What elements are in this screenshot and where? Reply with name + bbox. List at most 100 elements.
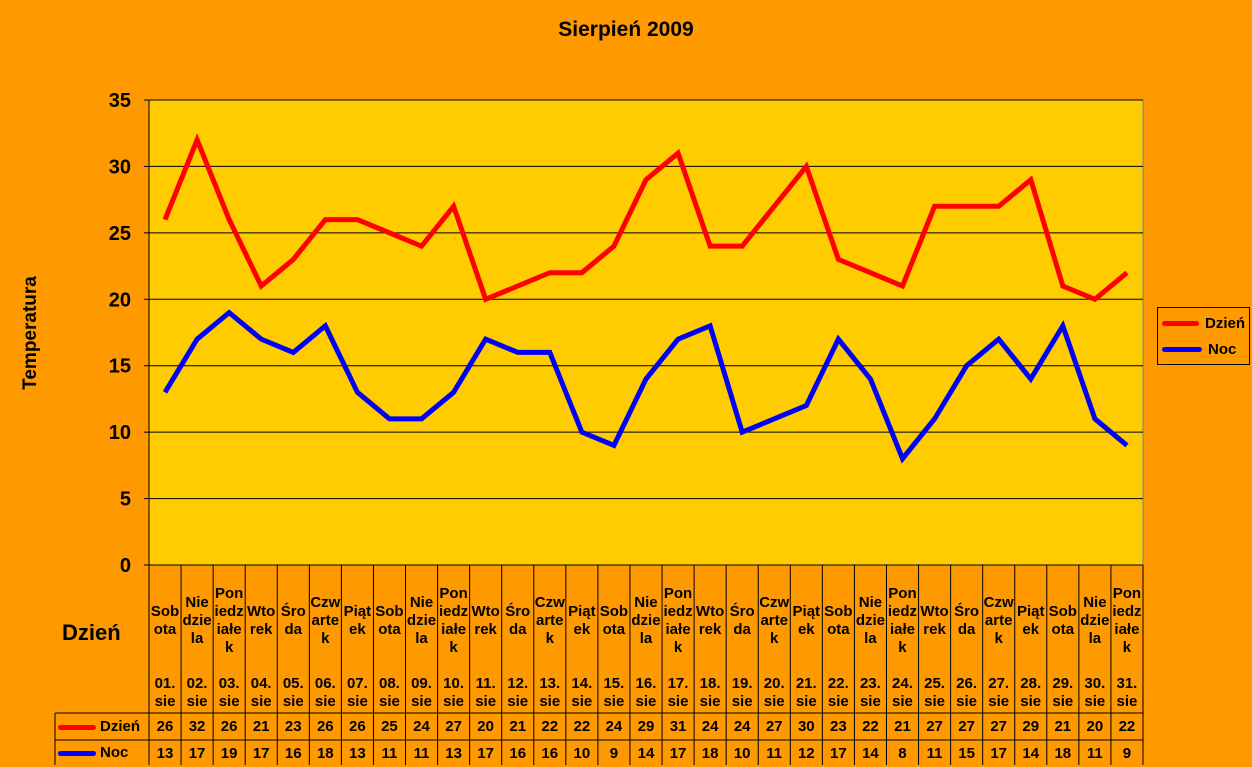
- table-value: 22: [573, 718, 591, 735]
- category-day: Sobota: [150, 602, 180, 638]
- category-date: 01. sie: [154, 675, 176, 710]
- category-label: Środa 12. sie: [502, 566, 534, 713]
- table-value: 22: [1118, 718, 1136, 735]
- category-day: Wtorek: [247, 602, 276, 638]
- table-value: 32: [188, 718, 206, 735]
- chart-title: Sierpień 2009: [558, 18, 694, 41]
- category-label: Sobota 22. sie: [822, 566, 854, 713]
- table-value: 16: [509, 745, 527, 762]
- category-day: Poniedziałek: [1112, 584, 1142, 656]
- table-value: 13: [156, 745, 174, 762]
- category-date: 28. sie: [1020, 675, 1042, 710]
- category-day: Wtorek: [920, 602, 949, 638]
- category-date: 16. sie: [635, 675, 657, 710]
- x-axis-label: Dzień: [62, 620, 121, 645]
- legend-item-noc: Noc: [1158, 334, 1249, 360]
- table-value: 17: [252, 745, 270, 762]
- legend: Dzień Noc: [1157, 307, 1250, 365]
- category-label: Piątek 28. sie: [1015, 566, 1047, 713]
- category-label: Poniedziałek 17. sie: [662, 566, 694, 713]
- table-value: 13: [445, 745, 462, 762]
- y-tick-label: 5: [120, 489, 131, 511]
- table-value: 29: [1022, 718, 1040, 735]
- category-date: 31. sie: [1116, 675, 1138, 710]
- table-value: 24: [605, 718, 623, 735]
- series-name: Noc: [100, 744, 129, 761]
- table-value: 17: [669, 745, 687, 762]
- table-value: 17: [477, 745, 494, 762]
- category-date: 21. sie: [795, 675, 817, 710]
- category-day: Sobota: [1048, 602, 1077, 638]
- category-label: Niedziela 02. sie: [181, 566, 213, 713]
- table-value: 23: [284, 718, 302, 735]
- legend-item-dzien: Dzień: [1158, 308, 1249, 334]
- category-label: Środa 26. sie: [951, 566, 983, 713]
- category-day: Środa: [729, 602, 755, 638]
- table-value: 18: [701, 745, 719, 762]
- category-day: Sobota: [599, 602, 629, 638]
- table-value: 8: [898, 745, 907, 762]
- category-day: Czwartek: [759, 593, 790, 647]
- category-date: 02. sie: [186, 675, 208, 710]
- table-value: 30: [797, 718, 815, 735]
- category-day: Sobota: [375, 602, 404, 638]
- category-label: Niedziela 23. sie: [854, 566, 886, 713]
- table-value: 26: [220, 718, 238, 735]
- category-label: Wtorek 18. sie: [694, 566, 726, 713]
- category-date: 24. sie: [892, 675, 913, 710]
- table-value: 12: [797, 745, 815, 762]
- category-date: 05. sie: [282, 675, 304, 710]
- category-day: Środa: [505, 602, 531, 638]
- category-date: 03. sie: [218, 675, 240, 710]
- category-label: Poniedziałek 10. sie: [438, 566, 470, 713]
- category-day: Poniedziałek: [663, 584, 693, 656]
- category-date: 20. sie: [763, 675, 785, 710]
- y-tick-label: 20: [109, 289, 131, 311]
- table-value: 18: [316, 745, 334, 762]
- category-day: Niedziela: [182, 593, 212, 647]
- category-date: 14. sie: [571, 675, 593, 710]
- category-day: Piątek: [343, 602, 372, 638]
- category-date: 25. sie: [924, 675, 945, 710]
- category-label: Piątek 07. sie: [341, 566, 373, 713]
- category-date: 13. sie: [539, 675, 561, 710]
- y-tick-label: 35: [109, 90, 131, 112]
- table-value: 11: [926, 745, 943, 762]
- category-label: Sobota 01. sie: [149, 566, 181, 713]
- category-day: Czwartek: [534, 593, 565, 647]
- category-label: Sobota 08. sie: [373, 566, 405, 713]
- table-value: 31: [669, 718, 687, 735]
- table-row-label: Noc: [58, 740, 128, 766]
- table-value: 21: [894, 718, 911, 735]
- table-value: 17: [188, 745, 206, 762]
- category-label: Piątek 14. sie: [566, 566, 598, 713]
- category-day: Wtorek: [695, 602, 725, 638]
- table-value: 15: [958, 745, 975, 762]
- table-value: 24: [701, 718, 719, 735]
- table-value: 9: [609, 745, 619, 762]
- table-value: 26: [316, 718, 334, 735]
- category-day: Niedziela: [406, 593, 437, 647]
- table-value: 27: [445, 718, 462, 735]
- y-tick-label: 15: [109, 356, 131, 378]
- category-day: Wtorek: [471, 602, 500, 638]
- category-date: 29. sie: [1052, 675, 1074, 710]
- legend-label: Dzień: [1204, 314, 1245, 332]
- plot-area: [148, 99, 1144, 566]
- category-label: Poniedziałek 03. sie: [213, 566, 245, 713]
- category-day: Piątek: [792, 602, 821, 638]
- table-value: 24: [413, 718, 430, 735]
- category-day: Niedziela: [1080, 593, 1110, 647]
- category-label: Poniedziałek 31. sie: [1111, 566, 1143, 713]
- category-date: 23. sie: [859, 675, 881, 710]
- table-value: 27: [765, 718, 783, 735]
- category-day: Poniedziałek: [887, 584, 918, 656]
- table-value: 27: [958, 718, 975, 735]
- category-date: 10. sie: [443, 675, 464, 710]
- table-value: 9: [1122, 745, 1132, 762]
- table-value: 14: [862, 745, 879, 762]
- category-label: Wtorek 25. sie: [919, 566, 951, 713]
- table-value: 16: [541, 745, 559, 762]
- table-value: 26: [156, 718, 174, 735]
- legend-swatch: [1162, 346, 1202, 352]
